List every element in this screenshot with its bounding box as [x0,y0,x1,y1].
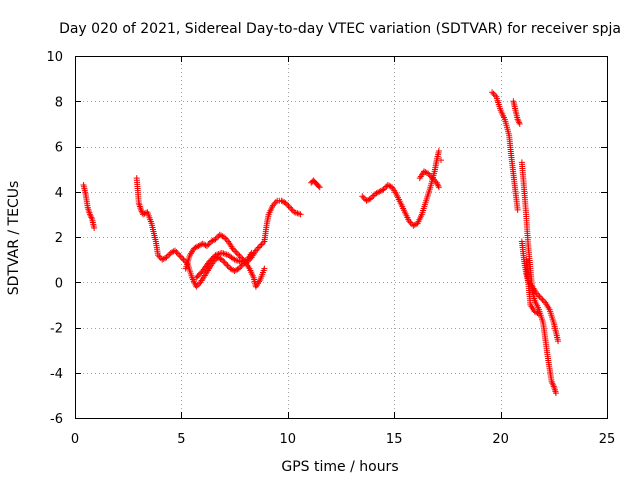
data-point [224,262,231,269]
data-point [170,248,177,255]
y-tick-label: 10 [46,50,63,65]
data-point [173,249,180,256]
data-point [179,255,186,262]
data-point [288,206,295,213]
data-point [555,338,562,345]
y-tick-label: 0 [55,276,63,291]
data-point [438,157,445,164]
x-tick-label: 0 [71,432,79,447]
x-tick-label: 25 [599,432,616,447]
data-point [272,199,279,206]
data-point [285,203,292,210]
data-point [207,257,214,264]
data-point [235,251,242,258]
data-point [193,274,200,281]
series-arc-6 [359,148,442,229]
data-point [294,210,301,217]
series-arc-11 [518,159,559,397]
data-point [202,242,209,249]
data-point [534,310,541,317]
y-tick-label: 6 [55,141,63,156]
data-point [261,265,268,272]
data-point [516,120,523,127]
data-point [297,211,304,218]
series-arc-13 [523,256,542,317]
y-tick-label: -2 [50,322,63,337]
data-point [435,148,442,155]
data-point [232,248,239,255]
data-point [536,293,543,300]
data-point [195,272,202,279]
x-tick-label: 5 [177,432,185,447]
data-point [197,270,204,277]
y-tick-label: 2 [55,231,63,246]
data-point [316,184,323,191]
data-point [435,182,442,189]
series-arc-9 [489,89,521,213]
data-point [538,295,545,302]
data-point [221,259,228,266]
data-point [208,256,215,263]
data-point [248,249,255,256]
x-tick-label: 20 [492,432,509,447]
data-point [255,244,262,251]
y-axis-label: SDTVAR / TECUs [6,181,22,296]
x-tick-label: 15 [386,432,403,447]
data-point [233,249,240,256]
data-point [359,193,366,200]
series-arc-1 [80,181,98,231]
y-tick-label: -4 [50,367,63,382]
grid [75,56,607,418]
plot-frame [75,56,608,419]
data-point [315,183,322,190]
data-point [180,256,187,263]
data-point [223,261,230,268]
data-point [535,310,542,317]
data-point [489,89,496,96]
series-arc-8 [438,157,445,164]
data-point [209,254,216,261]
data-point [177,253,184,260]
y-tick-label: 8 [55,95,63,110]
data-point [257,243,264,250]
data-point [279,198,286,205]
y-tick-label: 4 [55,186,63,201]
data-marks [80,89,562,397]
data-point [206,258,213,265]
x-axis-label: GPS time / hours [281,459,398,475]
series-arc-10 [510,98,523,127]
data-point [286,204,293,211]
x-tick-label: 10 [280,432,297,447]
data-point [205,241,212,248]
data-point [429,175,436,182]
data-point [539,296,546,303]
data-point [552,390,559,397]
data-point [233,267,240,274]
data-point [514,206,521,213]
data-point [490,90,497,97]
data-point [435,184,442,191]
data-point [194,273,201,280]
y-tick-label: -6 [50,412,63,427]
data-point [515,117,522,124]
series-arc-2 [133,175,304,290]
series-arc-5 [308,177,323,191]
data-point [258,241,265,248]
series-arc-7 [416,168,442,191]
axis-ticks: 0 5 10 15 20 25 -6 -4 -2 0 2 4 6 8 10 [46,50,615,447]
data-point [91,224,98,231]
series-arc-4 [193,249,255,281]
chart-title: Day 020 of 2021, Sidereal Day-to-day VTE… [59,21,621,37]
